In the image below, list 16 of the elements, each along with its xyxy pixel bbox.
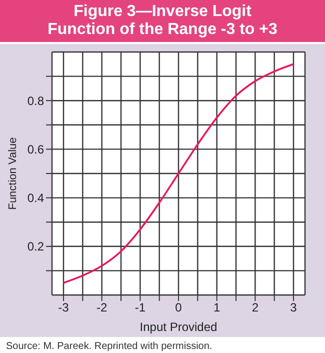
source-note: Source: M. Pareek. Reprinted with permission. <box>5 340 214 353</box>
y-tick-label: 0.6 <box>27 142 44 156</box>
y-tick-label: 0.4 <box>27 191 44 206</box>
line-series <box>62 63 294 284</box>
x-tick-label: -3 <box>58 300 70 315</box>
x-tick-label: -1 <box>134 300 146 315</box>
chart-title: Figure 3—Inverse Logit Function of the Range -3 to +3 <box>46 3 278 39</box>
y-axis-title: Function Value <box>6 137 19 210</box>
y-tick-label: 0.8 <box>27 94 44 108</box>
x-tick-label: 2 <box>252 300 259 315</box>
x-tick-label: 1 <box>213 300 220 315</box>
x-axis-title: Input Provided <box>140 320 218 334</box>
y-tick-label: 0.2 <box>27 240 44 254</box>
x-tick-label: -2 <box>96 300 108 315</box>
x-tick-label: 0 <box>175 300 182 315</box>
x-tick-label: 3 <box>290 300 298 315</box>
